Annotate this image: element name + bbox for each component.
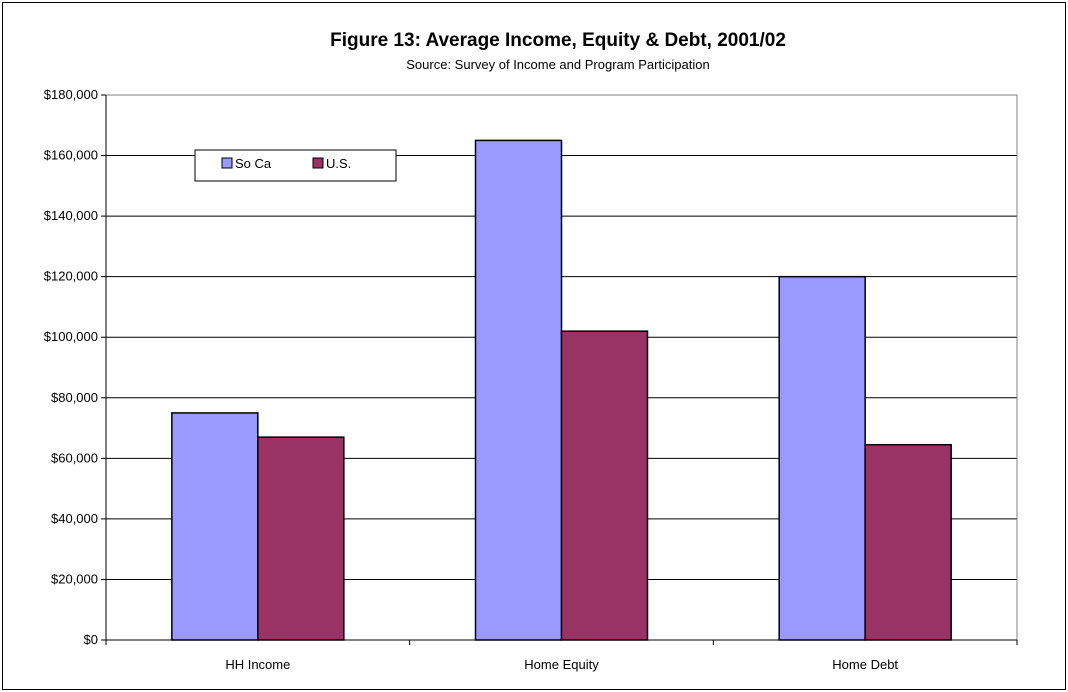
bar [778, 275, 866, 641]
x-tick-label: Home Equity [524, 657, 599, 672]
bar [474, 139, 563, 641]
y-tick-label: $180,000 [44, 87, 98, 102]
bar [560, 330, 649, 641]
y-tick-label: $160,000 [44, 148, 98, 163]
bar [171, 412, 259, 641]
chart-title: Figure 13: Average Income, Equity & Debt… [330, 30, 786, 51]
bar [257, 436, 345, 641]
y-tick-label: $100,000 [44, 329, 98, 344]
y-tick-label: $0 [84, 632, 98, 647]
chart-subtitle: Source: Survey of Income and Program Par… [406, 57, 709, 72]
y-tick-label: $140,000 [44, 208, 98, 223]
legend: So Ca U.S. [194, 149, 397, 182]
x-tick-label: HH Income [225, 657, 290, 672]
bar [864, 443, 952, 641]
x-tick-label: Home Debt [832, 657, 898, 672]
tick-labels: $0 $20,000 $40,000 $60,000 $80,000 $100,000 $1… [44, 87, 899, 672]
y-tick-label: $120,000 [44, 269, 98, 284]
legend-label-so-ca: So Ca [235, 156, 272, 171]
legend-label-us: U.S. [326, 156, 351, 171]
y-tick-label: $60,000 [51, 450, 98, 465]
bars [171, 139, 952, 641]
y-tick-label: $40,000 [51, 511, 98, 526]
y-tick-label: $20,000 [51, 571, 98, 586]
y-tick-label: $80,000 [51, 390, 98, 405]
legend-swatch-so-ca [221, 157, 233, 169]
legend-swatch-us [312, 157, 324, 169]
